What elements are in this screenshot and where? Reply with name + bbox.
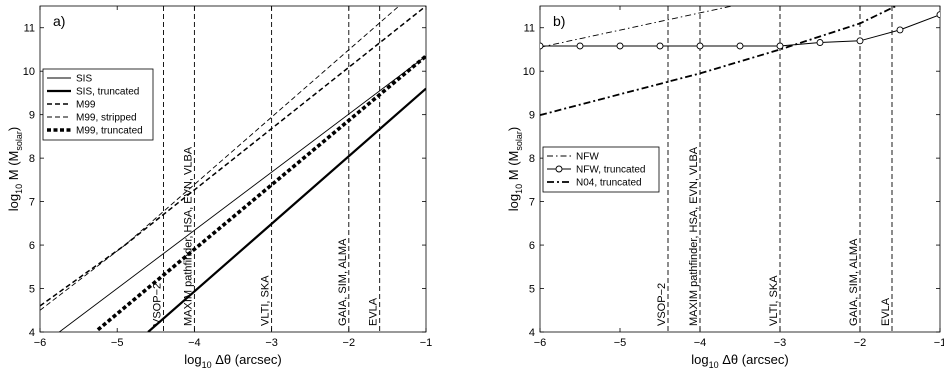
series-marker (896, 26, 904, 34)
series-line (40, 6, 426, 307)
series-group (40, 6, 426, 332)
legend-label: SIS, truncated (76, 87, 139, 98)
x-tick-label: −4 (188, 337, 201, 349)
series-marker (736, 42, 744, 50)
series-line (147, 87, 426, 332)
series-line (40, 6, 400, 311)
x-tick-label: −4 (694, 337, 707, 349)
series-marker (856, 37, 864, 45)
legend-label: M99, stripped (76, 113, 137, 124)
x-axis-label: log10 Δθ (arcsec) (691, 352, 788, 370)
legend-box (42, 68, 154, 141)
plot-frame (39, 5, 427, 333)
legend-label: M99, truncated (76, 126, 143, 137)
panel-b: −6 −5 −4 −3 −2 −1 4 5 6 7 8 9 10 11 log10 Δθ (arcsec) l… (506, 5, 944, 370)
panel-a: −6 −5 −4 −3 −2 −1 4 5 6 7 8 9 10 11 log10 Δθ (arcsec) l… (6, 5, 433, 370)
y-tick-label: 8 (29, 153, 35, 165)
telescope-label: EVLA (368, 297, 380, 326)
x-axis-label: log10 Δθ (arcsec) (184, 352, 281, 370)
x-tick-label: −2 (343, 337, 356, 349)
series-marker (616, 42, 624, 50)
panel-label: a) (53, 13, 65, 29)
y-tick-label: 6 (29, 240, 35, 252)
x-tick-label: −6 (34, 337, 47, 349)
x-tick-label: −3 (265, 337, 278, 349)
series-marker (576, 42, 584, 50)
telescope-label: VSOP−2 (656, 283, 668, 326)
series-marker (816, 39, 824, 46)
y-tick-label: 4 (29, 327, 35, 339)
y-tick-label: 9 (29, 110, 35, 122)
y-tick-label: 5 (29, 284, 35, 296)
series-marker (540, 42, 544, 50)
legend-label: NFW (576, 152, 599, 163)
panel-label: b) (553, 13, 565, 29)
y-tick-label: 10 (23, 66, 35, 78)
y-tick-label: 7 (29, 197, 35, 209)
legend-label: M99 (76, 100, 96, 111)
telescope-label: GAIA, SIM, ALMA (848, 238, 860, 326)
series-line (540, 14, 940, 47)
series-line (540, 6, 733, 48)
y-tick-label: 5 (529, 284, 535, 296)
y-tick-label: 6 (529, 240, 535, 252)
telescope-label: EVLA (880, 297, 892, 326)
plot-frame (539, 5, 941, 333)
x-tick-label: −1 (420, 337, 433, 349)
y-axis-label: log10 M (Msolar) (6, 127, 24, 211)
series-marker (696, 42, 704, 50)
y-tick-label: 10 (523, 66, 535, 78)
x-tick-label: −5 (614, 337, 627, 349)
series-marker (936, 11, 940, 19)
telescope-label: MAXIM pathfinder, HSA, EVN, VLBA (182, 146, 194, 326)
x-tick-label: −5 (111, 337, 124, 349)
x-tick-label: −3 (774, 337, 787, 349)
legend-label: SIS (76, 74, 92, 85)
legend-label: NFW, truncated (576, 165, 645, 176)
y-tick-label: 9 (529, 110, 535, 122)
x-tick-label: −1 (934, 337, 944, 349)
series-marker (656, 42, 664, 50)
y-tick-label: 7 (529, 197, 535, 209)
y-tick-label: 4 (529, 327, 535, 339)
telescope-label: VLTI, SKA (260, 275, 272, 326)
telescope-label: VSOP−2 (152, 283, 164, 326)
y-tick-label: 11 (524, 23, 535, 35)
x-tick-label: −6 (534, 337, 547, 349)
series-line (540, 6, 897, 116)
x-tick-label: −2 (854, 337, 867, 349)
telescope-label: GAIA, SIM, ALMA (337, 238, 349, 326)
legend-label: N04, truncated (576, 178, 642, 189)
y-tick-label: 8 (529, 153, 535, 165)
series-group (540, 6, 940, 116)
y-tick-label: 11 (24, 23, 35, 35)
telescope-label: MAXIM pathfinder, HSA, EVN, VLBA (688, 146, 700, 326)
legend-marker (555, 165, 563, 173)
series-marker (776, 42, 784, 50)
telescope-label: VLTI, SKA (768, 275, 780, 326)
series-line (59, 55, 426, 332)
y-axis-label: log10 M (Msolar) (506, 127, 524, 211)
